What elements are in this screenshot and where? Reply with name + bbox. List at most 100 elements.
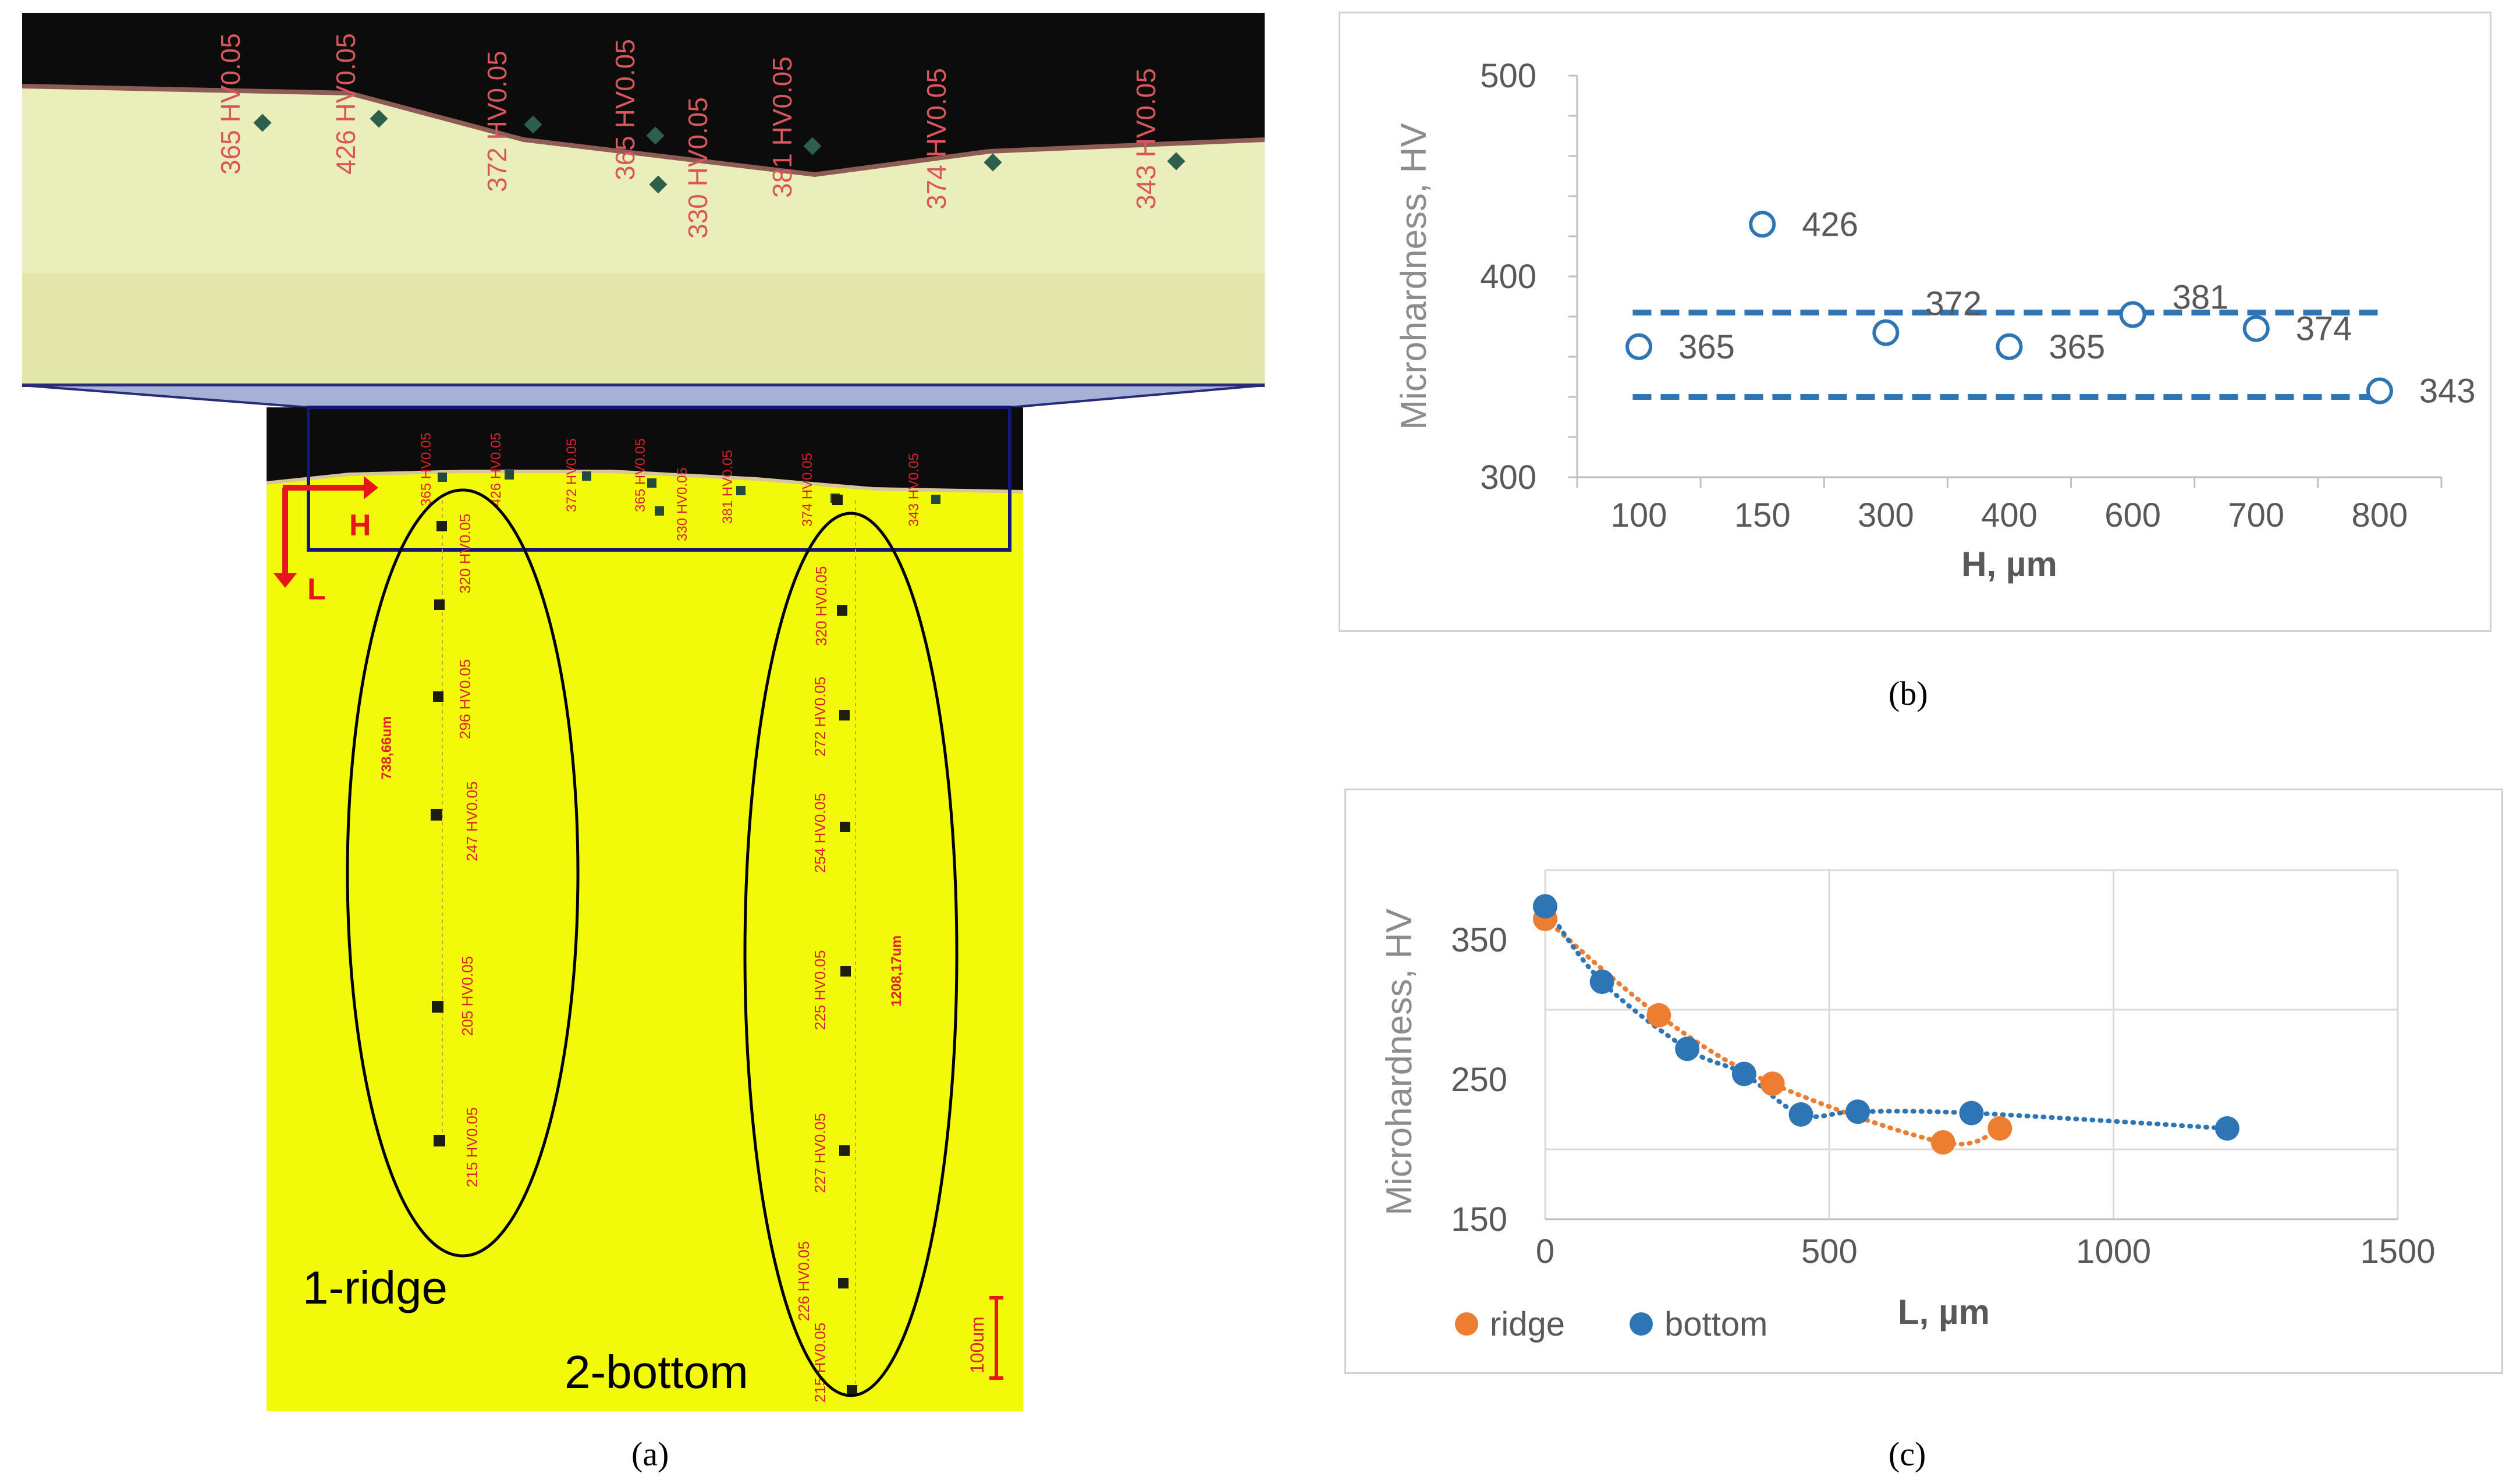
sample-top-label-1: 426 HV0.05 xyxy=(488,432,504,506)
chart-b-point-1 xyxy=(1749,211,1776,238)
ridge-label-0: 320 HV0.05 xyxy=(456,514,474,594)
zoom-label-7: 343 HV0.05 xyxy=(1131,68,1161,210)
chart-b-ylabel: Microhardness, HV xyxy=(1394,123,1434,430)
chart-c-xtick-label: 1000 xyxy=(2076,1233,2151,1270)
sample-coating-edge xyxy=(266,470,1024,494)
chart-b-point-2 xyxy=(1872,319,1900,346)
chart-b-xtick-label: 300 xyxy=(1858,496,1914,534)
ridge-labels: 320 HV0.05 296 HV0.05 247 HV0.05 205 HV0.05… xyxy=(456,514,481,1187)
zoom-connector xyxy=(22,384,1265,409)
sample-background xyxy=(267,407,1023,1411)
zoom-label-3: 365 HV0.05 xyxy=(610,39,640,180)
region-bottom-label: 2-bottom xyxy=(565,1346,748,1398)
zoom-coating-edge xyxy=(22,84,1265,177)
chart-b-data-label-4: 381 xyxy=(2173,279,2229,317)
chart-b-xtick-label: 400 xyxy=(1981,496,2038,534)
chart-c-point-bottom-5 xyxy=(1845,1099,1870,1124)
chart-c-xlabel: L, µm xyxy=(1898,1293,1990,1332)
sample-top-label-2: 372 HV0.05 xyxy=(564,438,580,512)
scale-bar xyxy=(989,1296,1003,1380)
zoom-strip-shadow xyxy=(22,274,1265,384)
chart-c-point-bottom-4 xyxy=(1788,1102,1813,1127)
zoom-strip-dark-top xyxy=(22,13,1265,175)
chart-b-xtick-label: 600 xyxy=(2104,496,2161,534)
chart-c-legend-marker-ridge xyxy=(1455,1312,1478,1336)
chart-b-ytick-label: 400 xyxy=(1480,258,1536,296)
bottom-label-3: 225 HV0.05 xyxy=(811,950,829,1030)
bottom-indents xyxy=(832,495,857,1396)
chart-b-data-label-3: 365 xyxy=(2049,328,2106,366)
scale-bar-label: 100um xyxy=(967,1316,988,1373)
chart-b-point-3 xyxy=(1996,333,2023,360)
chart-c-point-bottom-1 xyxy=(1589,970,1614,994)
chart-b-xlabel: H, µm xyxy=(1961,545,2057,584)
chart-c-ylabel: Microhardness, HV xyxy=(1379,908,1419,1216)
zoom-label-2: 372 HV0.05 xyxy=(482,51,512,192)
chart-c-ytick-label: 150 xyxy=(1451,1201,1507,1238)
zoom-label-4: 330 HV0.05 xyxy=(683,97,713,239)
chart-c-point-bottom-2 xyxy=(1675,1036,1700,1061)
bottom-label-2: 254 HV0.05 xyxy=(811,793,829,873)
chart-b-point-6 xyxy=(2366,377,2393,404)
chart-c-point-bottom-6 xyxy=(1959,1100,1984,1126)
bottom-ellipse xyxy=(743,512,959,1397)
chart-b-data-label-0: 365 xyxy=(1678,328,1735,366)
zoom-label-6: 374 HV0.05 xyxy=(921,68,952,210)
chart-b: 300 400 500 100 150 300 400 600 700 800 H, µm Micro… xyxy=(1394,57,2476,584)
chart-b-point-5 xyxy=(2242,315,2270,342)
sample-top-label-4: 330 HV0.05 xyxy=(675,467,690,541)
chart-c-xtick-label: 1500 xyxy=(2360,1233,2435,1270)
chart-c-xtick-label: 0 xyxy=(1536,1233,1554,1270)
region-ridge-label: 1-ridge xyxy=(303,1262,448,1313)
chart-c-point-ridge-2 xyxy=(1760,1071,1785,1096)
chart-b-xtick-label: 700 xyxy=(2228,496,2284,534)
chart-c-ytick-label: 350 xyxy=(1451,921,1507,959)
chart-c-ytick-label: 250 xyxy=(1451,1061,1507,1099)
zoom-label-0: 365 HV0.05 xyxy=(215,33,246,175)
chart-b-data-label-6: 343 xyxy=(2419,372,2476,410)
chart-b-point-4 xyxy=(2119,301,2146,328)
chart-c-point-bottom-7 xyxy=(2215,1116,2239,1141)
ridge-length-label: 738,66um xyxy=(379,716,395,780)
sample-top-label-7: 343 HV0.05 xyxy=(906,453,922,527)
bottom-label-6: 215 HV0.05 xyxy=(811,1323,829,1403)
bottom-label-0: 320 HV0.05 xyxy=(812,566,830,646)
caption-a: (a) xyxy=(631,1435,669,1473)
sample-top-label-5: 381 HV0.05 xyxy=(720,450,736,524)
chart-c-point-bottom-0 xyxy=(1533,894,1557,919)
ridge-label-2: 247 HV0.05 xyxy=(463,782,481,861)
chart-c-point-bottom-3 xyxy=(1731,1061,1756,1087)
chart-c-xtick-label: 500 xyxy=(1801,1233,1858,1270)
caption-b: (b) xyxy=(1889,674,1928,712)
zoom-label-1: 426 HV0.05 xyxy=(331,33,361,175)
sample-top-label-6: 374 HV0.05 xyxy=(800,453,815,527)
chart-c-frame xyxy=(1344,789,2503,1374)
chart-c-legend-marker-bottom xyxy=(1630,1312,1653,1336)
chart-b-data-label-5: 374 xyxy=(2296,310,2352,348)
axis-arrows xyxy=(274,476,378,588)
ridge-label-1: 296 HV0.05 xyxy=(456,659,474,739)
ridge-label-4: 215 HV0.05 xyxy=(463,1107,481,1187)
chart-b-ytick-label: 300 xyxy=(1480,459,1536,496)
sample-top-labels: 365 HV0.05 426 HV0.05 372 HV0.05 365 HV0.05… xyxy=(418,432,922,541)
chart-b-frame xyxy=(1339,12,2491,632)
chart-c-point-ridge-1 xyxy=(1646,1003,1671,1028)
chart-c-point-ridge-3 xyxy=(1930,1130,1955,1155)
chart-b-xtick-label: 100 xyxy=(1611,496,1667,534)
chart-b-xtick-label: 800 xyxy=(2352,496,2408,534)
micrograph-panel: 365 HV0.05 426 HV0.05 372 HV0.05 365 HV0.05… xyxy=(22,13,1265,1411)
chart-c: 150 250 350 0 500 1000 1500 L, µm Microhardness,… xyxy=(1379,869,2436,1343)
sample-top-label-0: 365 HV0.05 xyxy=(418,432,434,506)
chart-b-point-0 xyxy=(1625,333,1653,360)
axis-l-label: L xyxy=(307,573,326,606)
chart-c-legend-label-bottom: bottom xyxy=(1664,1305,1767,1343)
axis-h-label: H xyxy=(349,509,371,542)
bottom-length-label: 1208,17um xyxy=(889,935,904,1007)
chart-b-data-label-1: 426 xyxy=(1802,205,1858,243)
zoom-label-5: 381 HV0.05 xyxy=(767,56,797,198)
bottom-label-4: 227 HV0.05 xyxy=(811,1113,829,1193)
caption-c: (c) xyxy=(1889,1435,1926,1473)
sample-top-label-3: 365 HV0.05 xyxy=(633,438,648,512)
chart-b-xtick-label: 150 xyxy=(1734,496,1791,534)
bottom-label-1: 272 HV0.05 xyxy=(811,677,829,757)
